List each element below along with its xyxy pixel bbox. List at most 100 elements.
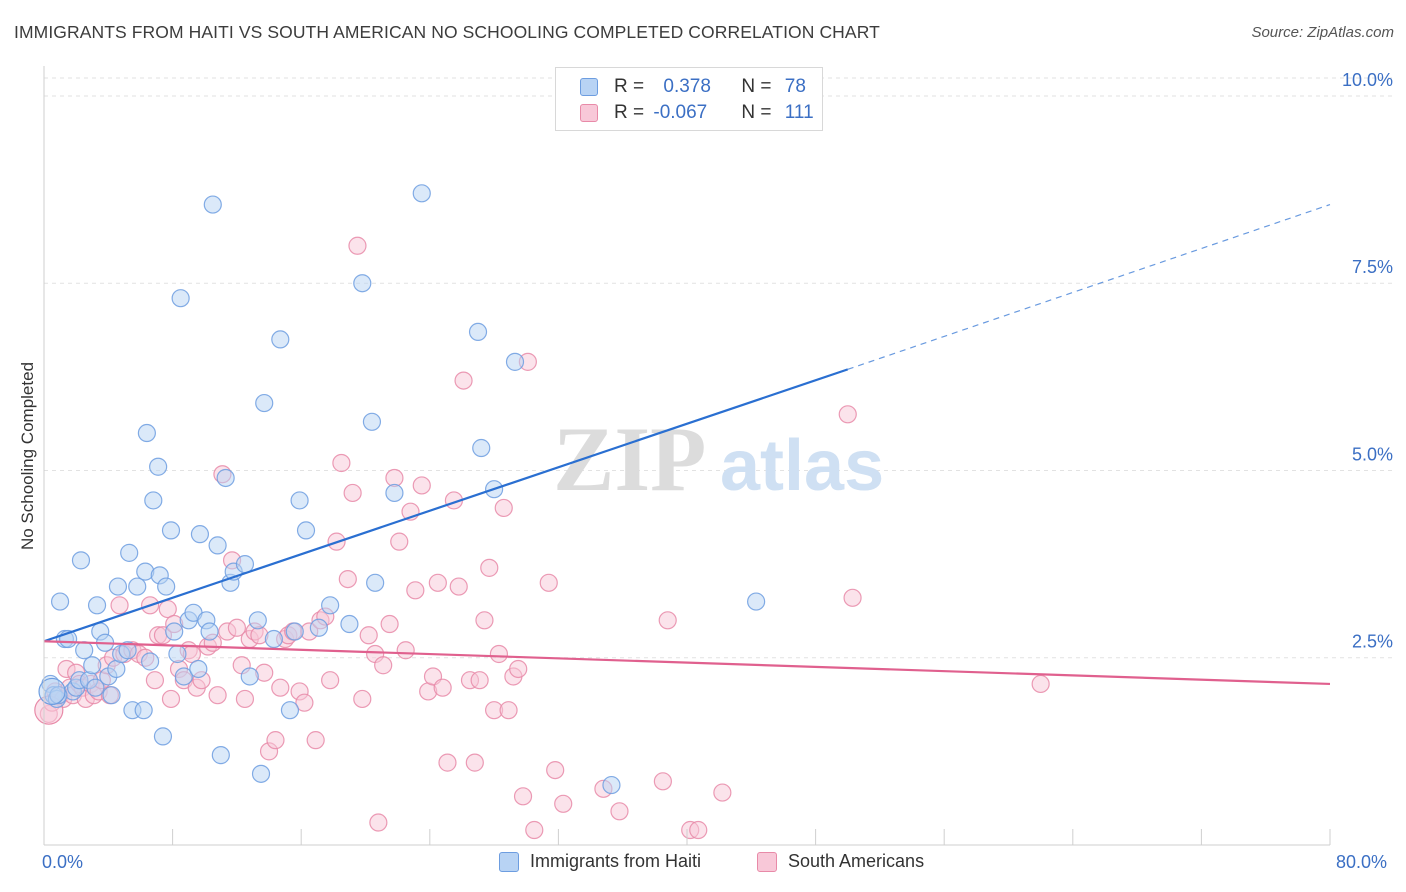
x-tick-label-min: 0.0% xyxy=(42,852,84,872)
data-point xyxy=(38,677,66,706)
data-point xyxy=(86,678,105,697)
data-point xyxy=(120,543,139,562)
series-south-americans-points xyxy=(34,236,1050,840)
legend-r-label: R = xyxy=(614,76,650,97)
data-point xyxy=(412,184,431,203)
data-point xyxy=(353,274,372,293)
data-point xyxy=(321,671,340,690)
legend-n-label: N = xyxy=(741,102,777,123)
bottom-legend-label-south-americans: South Americans xyxy=(788,851,925,871)
data-point xyxy=(128,577,147,596)
legend-n-value: 78 xyxy=(784,76,806,97)
data-point xyxy=(83,656,102,675)
trend-lines xyxy=(43,204,1331,686)
bottom-legend-swatch-south-americans xyxy=(757,851,777,872)
source-label: Source: ZipAtlas.com xyxy=(1251,24,1394,41)
data-point xyxy=(296,521,316,540)
data-point xyxy=(390,532,409,551)
data-point xyxy=(338,569,357,589)
data-point xyxy=(71,551,91,570)
data-point xyxy=(118,641,137,660)
legend-row-south-americans: R = -0.067 N = 111 xyxy=(580,101,814,125)
data-point xyxy=(505,352,525,371)
data-point xyxy=(203,195,222,214)
data-point xyxy=(235,689,255,709)
data-point xyxy=(107,659,126,679)
data-point xyxy=(161,689,181,709)
data-point xyxy=(359,626,378,645)
data-point xyxy=(137,423,156,443)
data-point xyxy=(174,667,193,686)
data-point xyxy=(50,592,70,611)
data-point xyxy=(171,289,190,308)
data-point xyxy=(353,689,372,709)
data-point xyxy=(499,701,518,720)
data-point xyxy=(87,596,107,615)
data-point xyxy=(348,236,367,255)
data-point xyxy=(295,693,314,712)
data-point xyxy=(554,794,573,813)
legend-r-label: R = xyxy=(614,102,650,123)
data-point xyxy=(168,644,187,664)
data-point xyxy=(200,622,219,641)
data-point xyxy=(190,525,210,544)
data-point xyxy=(165,622,184,641)
y-tick-label: 5.0% xyxy=(1352,444,1393,464)
data-point xyxy=(321,596,340,615)
watermark-atlas: atlas xyxy=(720,426,884,506)
data-point xyxy=(108,577,128,596)
data-point xyxy=(271,678,290,697)
data-point xyxy=(610,802,629,821)
data-point xyxy=(374,656,393,675)
data-point xyxy=(157,577,176,596)
data-point xyxy=(248,611,267,630)
data-point xyxy=(438,753,457,772)
data-point xyxy=(658,611,677,630)
trend-line-haiti xyxy=(43,368,849,643)
data-point xyxy=(513,787,533,806)
data-point xyxy=(472,438,491,458)
data-point xyxy=(208,686,227,705)
y-tick-label: 10.0% xyxy=(1342,70,1393,90)
data-point xyxy=(362,412,382,431)
legend-r-value: -0.067 xyxy=(653,102,708,123)
legend-r-value: 0.378 xyxy=(663,76,711,97)
data-point xyxy=(189,659,208,679)
bottom-legend-swatch-haiti xyxy=(499,851,519,872)
legend-row-haiti: R = 0.378 N = 78 xyxy=(580,75,806,99)
data-point xyxy=(306,731,325,750)
data-point xyxy=(290,491,309,510)
data-point xyxy=(546,760,565,780)
data-point xyxy=(470,671,489,690)
data-point xyxy=(465,753,484,772)
data-point xyxy=(280,701,300,720)
data-point xyxy=(309,618,328,637)
data-point xyxy=(145,671,165,690)
trend-line-south-americans xyxy=(43,640,1331,686)
data-point xyxy=(843,588,862,607)
data-point xyxy=(747,592,766,611)
data-point xyxy=(539,573,558,592)
data-point xyxy=(480,558,499,577)
data-point xyxy=(412,476,431,495)
data-point xyxy=(838,405,857,424)
data-point xyxy=(75,641,94,660)
x-tick-label-max: 80.0% xyxy=(1336,852,1388,872)
data-point xyxy=(366,573,385,592)
data-point xyxy=(489,644,509,664)
data-point xyxy=(158,599,177,619)
data-point xyxy=(428,573,447,592)
data-point xyxy=(602,775,621,795)
data-point xyxy=(468,322,488,342)
data-point xyxy=(255,393,274,413)
data-point xyxy=(110,596,129,615)
data-point xyxy=(1031,674,1050,694)
series-haiti-points xyxy=(38,184,766,795)
watermark-zip: ZIP xyxy=(553,408,706,510)
data-point xyxy=(216,468,235,488)
data-point xyxy=(449,577,468,596)
data-point xyxy=(285,622,304,641)
axis-layer: 2.5% 5.0% 7.5% 10.0% xyxy=(43,66,1393,846)
data-point xyxy=(653,772,672,791)
